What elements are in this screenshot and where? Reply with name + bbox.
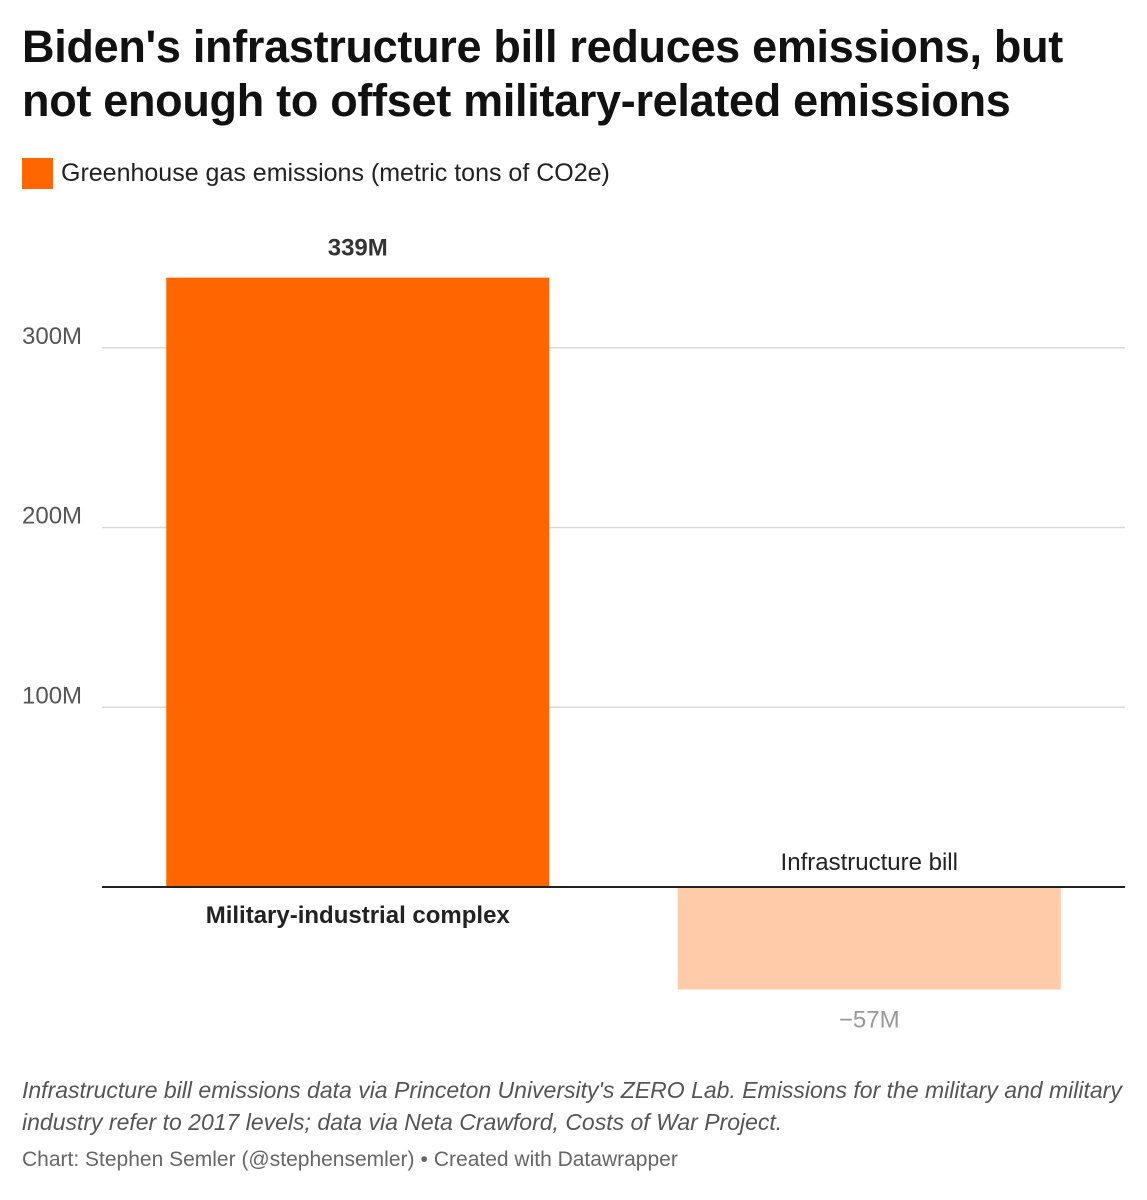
y-tick-label: 200M (22, 503, 82, 530)
chart-title: Biden's infrastructure bill reduces emis… (22, 21, 1063, 126)
y-tick-label: 100M (22, 682, 82, 709)
category-label: Infrastructure bill (781, 849, 958, 876)
bar (677, 887, 1061, 990)
legend-label: Greenhouse gas emissions (metric tons of… (61, 158, 610, 187)
value-label: 339M (328, 235, 388, 262)
value-label: −57M (839, 1006, 900, 1033)
credit-tool: Created with Datawrapper (433, 1148, 678, 1171)
credit-separator: • (420, 1148, 428, 1171)
legend: Greenhouse gas emissions (metric tons of… (22, 157, 610, 189)
credit-author: Chart: Stephen Semler (@stephensemler) (22, 1148, 415, 1171)
source-footnote: Infrastructure bill emissions data via P… (22, 1077, 1122, 1135)
chart-credit: Chart: Stephen Semler (@stephensemler) • C… (22, 1148, 678, 1172)
bar-chart: 100M 200M 300M 339M Military-industrial comp… (22, 235, 1125, 1033)
legend-swatch (22, 157, 53, 189)
y-tick-label: 300M (22, 323, 82, 350)
bar (166, 277, 550, 888)
category-label: Military-industrial complex (206, 902, 511, 929)
